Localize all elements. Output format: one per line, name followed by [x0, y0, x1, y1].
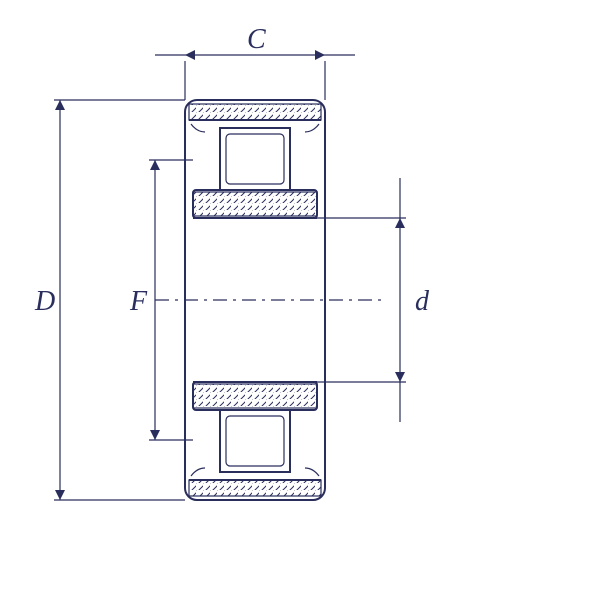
- dim-label: D: [34, 286, 55, 317]
- dim-label: C: [247, 24, 266, 55]
- dim-label: F: [129, 286, 148, 317]
- bearing-cross-section-diagram: D F Cd: [0, 0, 600, 600]
- dim-label: d: [415, 286, 430, 317]
